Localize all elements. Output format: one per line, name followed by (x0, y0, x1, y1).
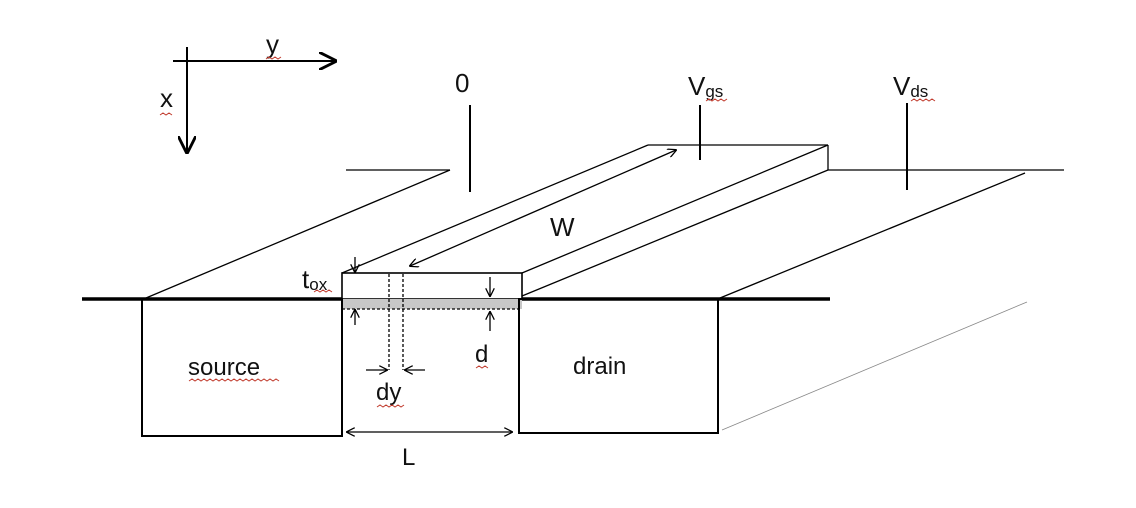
source-region (141, 298, 343, 437)
width-dimension-arrow (410, 150, 676, 266)
drain-region (518, 298, 719, 434)
source-perspective-edge (145, 169, 451, 299)
slice-label: dy (376, 379, 401, 406)
source-terminal: 0 (455, 68, 471, 192)
gate-terminal: Vgs (688, 71, 728, 160)
oxide-thickness-label: tox (302, 264, 328, 294)
coordinate-axes: y x (159, 29, 335, 152)
depth-perspective-edge (721, 301, 1028, 431)
source-voltage-label: 0 (455, 68, 469, 98)
y-axis-label: y (266, 29, 279, 59)
gate-oxide (341, 272, 523, 300)
length-label: L (402, 444, 415, 471)
width-label: W (550, 212, 575, 242)
channel-layer (342, 299, 522, 309)
drain-label: drain (573, 353, 626, 380)
drain-voltage-label: Vds (893, 71, 928, 101)
source-label: source (188, 354, 260, 381)
depth-label: d (475, 341, 488, 368)
x-axis-label: x (160, 83, 173, 113)
drain-perspective-edge (719, 172, 1026, 299)
drain-terminal: Vds (893, 71, 936, 190)
gate-voltage-label: Vgs (688, 71, 723, 101)
